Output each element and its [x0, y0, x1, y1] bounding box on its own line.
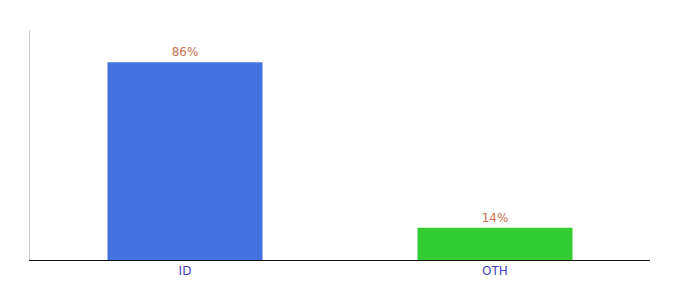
svg-text:OTH: OTH	[482, 264, 508, 278]
svg-text:ID: ID	[179, 264, 192, 278]
svg-text:86%: 86%	[172, 45, 199, 59]
svg-text:14%: 14%	[482, 211, 509, 225]
